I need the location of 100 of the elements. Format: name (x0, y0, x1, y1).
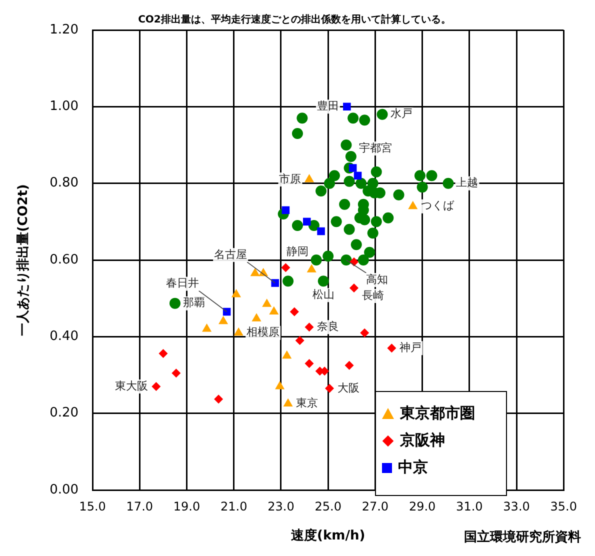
legend-label: 東京都市圏 (400, 404, 476, 423)
point (348, 164, 357, 172)
point (358, 254, 369, 266)
point (282, 276, 294, 287)
point (318, 276, 329, 287)
point (292, 128, 303, 139)
legend-label: 京阪神 (400, 431, 446, 450)
x-tick-label: 35.0 (550, 499, 577, 514)
point (295, 336, 304, 345)
point (350, 283, 359, 292)
y-tick-label: 0.20 (50, 406, 79, 421)
point (283, 398, 293, 406)
point (322, 250, 334, 262)
legend-label: 中京 (398, 458, 428, 477)
point (292, 220, 303, 231)
annotation: 静岡 (286, 244, 308, 258)
x-tick-label: 23.0 (268, 499, 294, 514)
annotation: 東京 (296, 396, 318, 410)
point (367, 228, 378, 239)
point (408, 200, 418, 210)
annotation: 奈良 (317, 320, 340, 333)
annotation: 高知 (366, 272, 388, 286)
annotation: 東大阪 (115, 379, 148, 392)
point (387, 344, 396, 353)
point (169, 298, 180, 309)
point (152, 382, 161, 391)
point (172, 368, 181, 378)
point (303, 218, 311, 226)
point (370, 216, 382, 228)
point (414, 170, 426, 182)
annotation: 松山 (312, 288, 334, 301)
point (330, 216, 342, 228)
point (359, 114, 370, 126)
point (290, 307, 299, 316)
point (343, 102, 351, 111)
point (202, 324, 212, 332)
annotation: 大阪 (338, 381, 360, 394)
y-tick-label: 0.40 (50, 329, 79, 344)
point (234, 327, 244, 336)
y-tick-label: 0.80 (50, 176, 79, 191)
x-tick-label: 19.0 (173, 499, 200, 514)
y-tick-label: 0.60 (50, 252, 79, 268)
point (214, 394, 224, 404)
point (345, 151, 356, 162)
point (231, 289, 241, 298)
point (271, 279, 279, 287)
annotation: つくば (420, 199, 455, 212)
point (281, 263, 290, 272)
point (317, 227, 325, 236)
x-tick-label: 29.0 (408, 499, 436, 514)
y-axis-title: 一人あたり排出量(CO2t) (16, 184, 32, 336)
y-tick-label: 0.00 (50, 482, 79, 498)
point (340, 140, 352, 150)
point (325, 384, 334, 393)
point (328, 170, 340, 182)
point (416, 182, 428, 193)
point (304, 359, 314, 368)
point (348, 112, 359, 124)
point (304, 322, 314, 332)
point (344, 360, 354, 370)
point (370, 166, 382, 178)
x-tick-label: 31.0 (456, 499, 483, 514)
point (275, 381, 285, 390)
point (252, 313, 262, 322)
y-tick-label: 1.20 (50, 22, 79, 38)
point (296, 112, 308, 124)
point (360, 328, 370, 338)
annotation: 宇都宮 (358, 141, 392, 154)
point (158, 349, 168, 358)
annotation: 豊田 (316, 100, 339, 113)
annotation: 神戸 (400, 341, 422, 354)
point (376, 108, 388, 120)
point (344, 176, 355, 187)
point (310, 254, 322, 266)
annotation: 水戸 (390, 107, 412, 120)
x-tick-label: 21.0 (220, 499, 248, 514)
point (359, 214, 370, 226)
x-tick-label: 25.0 (314, 499, 342, 514)
point (382, 212, 394, 224)
point (356, 178, 367, 189)
point (269, 306, 279, 314)
annotation: 長崎 (362, 288, 384, 302)
y-tick-label: 1.00 (50, 99, 79, 114)
annotation: 春日井 (166, 276, 199, 290)
point (350, 239, 362, 250)
point (282, 206, 290, 214)
text: 国立環境研究所資料 (464, 528, 581, 546)
point (250, 268, 260, 276)
annotation: 相模原 (246, 326, 280, 339)
point (344, 224, 355, 235)
point (324, 178, 336, 189)
point (262, 298, 272, 307)
chart-subtitle: CO2排出量は、平均走行速度ごとの排出係数を用いて計算している。 (138, 14, 451, 26)
annotation: 那覇 (182, 296, 205, 310)
point (218, 316, 228, 324)
x-tick-label: 17.0 (126, 499, 154, 514)
point (426, 170, 438, 182)
point (306, 264, 316, 272)
point (340, 254, 352, 266)
point (442, 178, 454, 189)
